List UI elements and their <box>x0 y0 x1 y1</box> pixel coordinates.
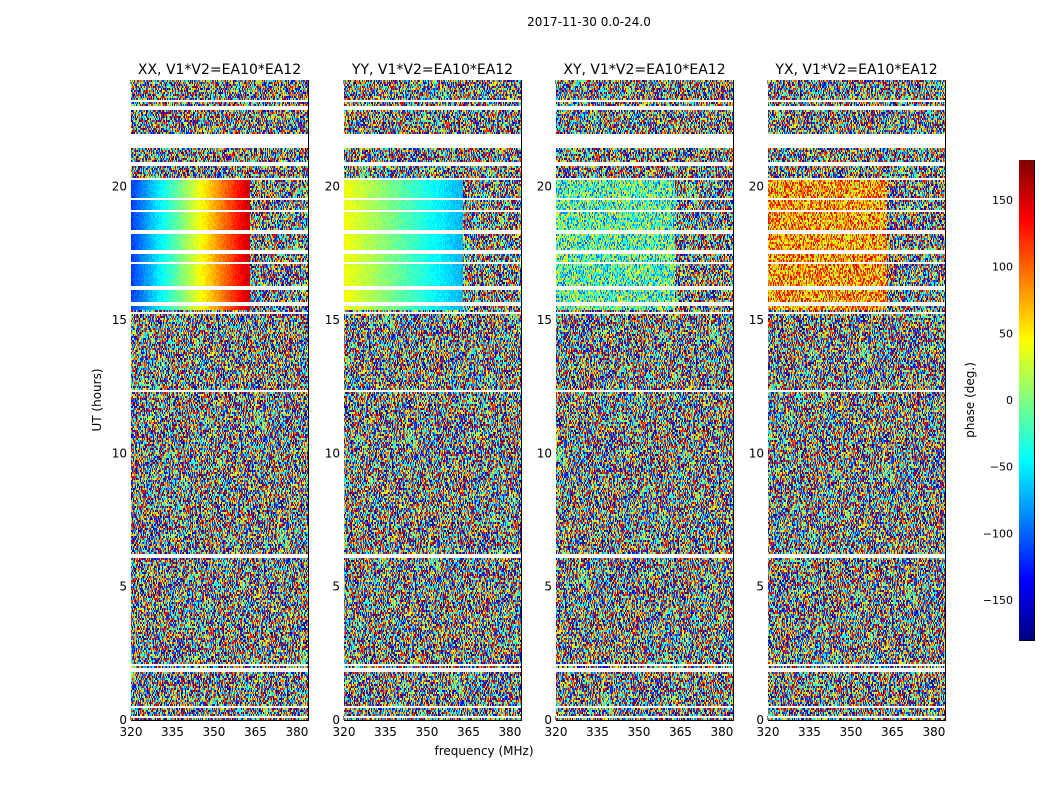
x-tick-label: 320 <box>757 725 780 739</box>
y-tick-label: 15 <box>325 313 340 327</box>
x-tick-label: 350 <box>840 725 863 739</box>
colorbar-tick-label: 150 <box>992 194 1013 207</box>
colorbar-tick-label: −150 <box>983 594 1013 607</box>
x-tick-label: 320 <box>545 725 568 739</box>
y-tick-label: 10 <box>749 446 764 460</box>
x-tick-label: 335 <box>798 725 821 739</box>
x-tick-label: 365 <box>881 725 904 739</box>
y-tick-label: 10 <box>537 446 552 460</box>
heatmap-panel-4 <box>768 80 945 720</box>
x-tick-label: 365 <box>457 725 480 739</box>
y-tick-label: 10 <box>112 446 127 460</box>
y-tick-label: 15 <box>112 313 127 327</box>
x-tick-label: 350 <box>416 725 439 739</box>
y-tick-label: 20 <box>749 180 764 194</box>
x-tick-label: 335 <box>586 725 609 739</box>
panel-title-4: YX, V1*V2=EA10*EA12 <box>774 62 937 78</box>
y-tick-label: 5 <box>544 580 552 594</box>
y-tick-label: 5 <box>756 580 764 594</box>
y-tick-label: 0 <box>544 713 552 727</box>
figure-suptitle: 2017-11-30 0.0-24.0 <box>527 15 651 29</box>
x-tick-label: 335 <box>161 725 184 739</box>
y-tick-label: 0 <box>756 713 764 727</box>
y-tick-label: 0 <box>119 713 127 727</box>
colorbar-tick-label: 0 <box>1006 394 1013 407</box>
y-tick-label: 20 <box>112 180 127 194</box>
y-tick-label: 10 <box>325 446 340 460</box>
colorbar-tick-label: −50 <box>990 461 1013 474</box>
x-tick-label: 350 <box>628 725 651 739</box>
y-tick-label: 5 <box>332 580 340 594</box>
x-tick-label: 365 <box>244 725 267 739</box>
y-tick-label: 15 <box>749 313 764 327</box>
panel-title-3: XY, V1*V2=EA10*EA12 <box>563 62 725 78</box>
x-tick-label: 365 <box>669 725 692 739</box>
x-tick-label: 380 <box>710 725 733 739</box>
colorbar-tick-label: 50 <box>999 327 1013 340</box>
x-tick-label: 380 <box>498 725 521 739</box>
y-tick-label: 5 <box>119 580 127 594</box>
x-tick-label: 380 <box>285 725 308 739</box>
colorbar-gradient <box>1019 160 1034 640</box>
y-tick-label: 20 <box>325 180 340 194</box>
y-tick-label: 0 <box>332 713 340 727</box>
colorbar-tick-label: −100 <box>983 527 1013 540</box>
x-tick-label: 350 <box>203 725 226 739</box>
x-axis-label: frequency (MHz) <box>434 744 533 758</box>
y-axis-label: UT (hours) <box>90 368 104 431</box>
x-tick-label: 380 <box>922 725 945 739</box>
y-tick-label: 15 <box>537 313 552 327</box>
x-tick-label: 320 <box>333 725 356 739</box>
panel-title-1: XX, V1*V2=EA10*EA12 <box>138 62 301 78</box>
heatmap-panel-3 <box>556 80 733 720</box>
heatmap-panel-1 <box>131 80 308 720</box>
heatmap-panel-2 <box>344 80 521 720</box>
x-tick-label: 320 <box>120 725 143 739</box>
y-tick-label: 20 <box>537 180 552 194</box>
x-tick-label: 335 <box>374 725 397 739</box>
colorbar-label: phase (deg.) <box>963 362 977 438</box>
panel-title-2: YY, V1*V2=EA10*EA12 <box>351 62 513 78</box>
colorbar-tick-label: 100 <box>992 261 1013 274</box>
